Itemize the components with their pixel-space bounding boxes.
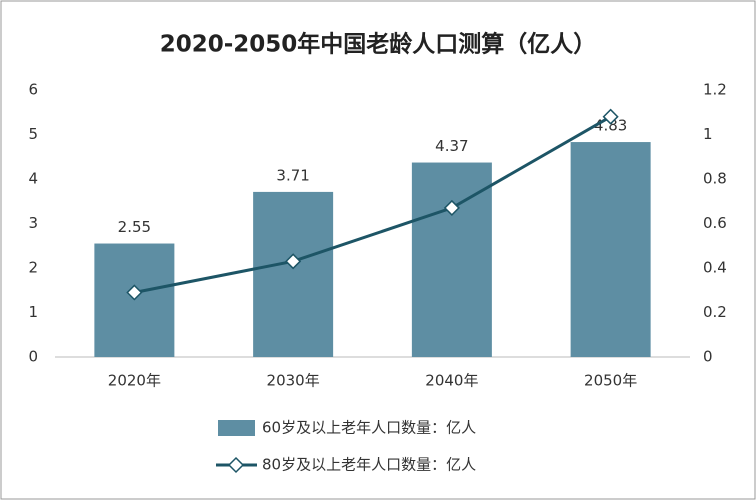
bar: [253, 191, 334, 357]
y2-tick-label: 0.6: [703, 214, 727, 232]
line-marker: [126, 284, 143, 301]
y2-tick-label: 0.8: [703, 170, 727, 188]
y2-tick-label: 0.2: [703, 303, 727, 321]
y-tick-label: 4: [28, 170, 38, 188]
y-tick-label: 3: [28, 214, 38, 232]
chart-title: 2020-2050年中国老龄人口测算（亿人）: [160, 31, 597, 58]
y2-tick-label: 1: [703, 125, 713, 143]
data-label: 3.71: [276, 166, 309, 184]
legend-label: 60岁及以上老年人口数量：亿人: [262, 419, 476, 437]
line-marker: [285, 253, 302, 270]
legend-label: 80岁及以上老年人口数量：亿人: [262, 456, 476, 474]
x-tick-label: 2020年: [108, 372, 161, 390]
y-tick-label: 1: [28, 303, 38, 321]
y2-tick-label: 0.4: [703, 259, 727, 277]
x-tick-label: 2040年: [425, 372, 478, 390]
line-marker: [602, 108, 619, 125]
bar: [570, 142, 651, 357]
y-tick-label: 0: [28, 348, 38, 366]
legend-marker: [227, 456, 245, 474]
line-marker: [443, 199, 460, 216]
y-tick-label: 5: [28, 125, 38, 143]
y2-tick-label: 0: [703, 348, 713, 366]
y-tick-label: 2: [28, 259, 38, 277]
data-label: 4.37: [435, 137, 468, 155]
x-tick-label: 2050年: [584, 372, 637, 390]
legend-swatch: [218, 420, 255, 436]
data-label: 2.55: [118, 218, 151, 236]
bar: [411, 162, 492, 357]
y-tick-label: 6: [28, 81, 38, 99]
x-tick-label: 2030年: [267, 372, 320, 390]
line: [134, 115, 612, 294]
y2-tick-label: 1.2: [703, 81, 727, 99]
